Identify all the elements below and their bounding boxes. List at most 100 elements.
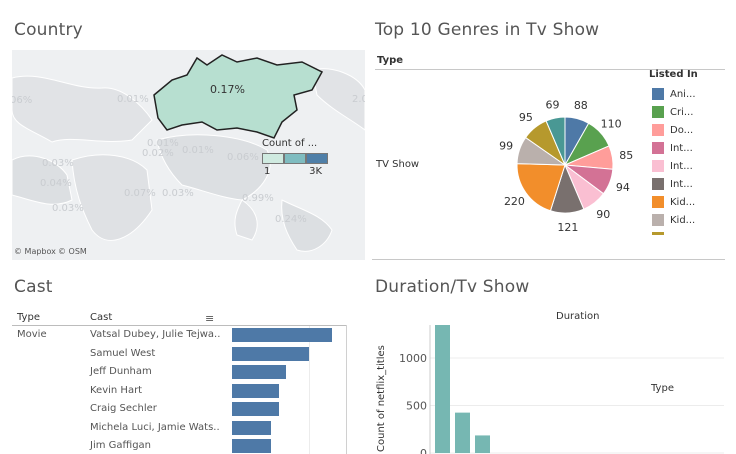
osm-attribution[interactable]: © OSM — [58, 247, 87, 256]
legend-swatch — [652, 142, 664, 154]
legend-swatch — [652, 88, 664, 100]
map-value-label: 0.06% — [227, 152, 259, 163]
pie-slice-label: 121 — [557, 221, 578, 234]
legend-max: 3K — [309, 166, 322, 177]
pie-slice-label: 95 — [519, 111, 533, 124]
map-value-label: 0.03% — [162, 188, 194, 199]
legend-item[interactable]: Kid... — [652, 196, 695, 208]
legend-color-scale — [262, 153, 328, 164]
cast-type-header: Type — [17, 312, 40, 323]
legend-label: Kid... — [670, 196, 696, 208]
map-value-label: 0.01% — [117, 94, 149, 105]
cast-column-header: Cast — [90, 312, 113, 323]
pie-slice-label: 69 — [546, 98, 560, 111]
russia-value-label: 0.17% — [210, 83, 245, 96]
map-value-label: 06% — [12, 95, 33, 106]
cast-gridline — [309, 326, 310, 454]
panel-divider — [372, 259, 725, 260]
duration-bar-chart[interactable]: 1000 500 0 — [392, 325, 726, 454]
mapbox-attribution[interactable]: © Mapbox — [14, 247, 56, 256]
pie-slice-label: 94 — [616, 181, 630, 194]
cast-header-divider — [12, 325, 347, 326]
pie-slice-label: 99 — [499, 140, 513, 153]
pie-slice-label: 90 — [596, 208, 610, 221]
genres-pie-chart[interactable]: 88 110 85 94 90 121 220 99 95 69 — [480, 95, 650, 235]
world-map-shapes — [12, 54, 365, 252]
cast-bar[interactable] — [232, 365, 286, 379]
pie-slice-label: 88 — [574, 99, 588, 112]
cast-name[interactable]: Jeff Dunham — [90, 366, 152, 377]
y-axis-label: Count of netflix_titles — [376, 345, 387, 452]
y-tick-label: 0 — [420, 447, 427, 454]
legend-label: Int... — [670, 142, 693, 154]
map-value-label: 0.24% — [275, 214, 307, 225]
cast-bar[interactable] — [232, 328, 332, 342]
sort-icon[interactable]: ≡ — [205, 312, 215, 325]
legend-swatch — [652, 106, 664, 118]
y-tick-label: 1000 — [399, 352, 427, 365]
map-value-label: 0.99% — [242, 193, 274, 204]
duration-header: Duration — [556, 311, 600, 322]
legend-min: 1 — [264, 166, 271, 177]
map-value-label: 2.0 — [352, 94, 365, 105]
cast-bar[interactable] — [232, 420, 271, 435]
country-title: Country — [14, 20, 83, 40]
duration-bar[interactable] — [435, 325, 450, 453]
cast-name[interactable]: Michela Luci, Jamie Wats.. — [90, 421, 220, 433]
cast-right-border — [346, 325, 347, 454]
pie-legend-title: Listed In — [649, 69, 698, 80]
legend-label: Do... — [670, 124, 694, 136]
legend-item[interactable]: Kid... — [652, 214, 695, 226]
cast-name[interactable]: Craig Sechler — [90, 403, 157, 414]
map-color-legend[interactable]: Count of ... 1 3K — [262, 138, 328, 178]
cast-bar[interactable] — [232, 402, 279, 416]
map-value-label: 0.02% — [142, 148, 174, 159]
map-value-label: 0.01% — [182, 145, 214, 156]
legend-swatch — [652, 214, 664, 226]
duration-bar[interactable] — [455, 412, 470, 453]
cast-name[interactable]: Jim Gaffigan — [90, 440, 152, 451]
legend-swatch — [652, 196, 664, 208]
map-value-label: 0.03% — [52, 203, 84, 214]
legend-swatch — [652, 124, 664, 136]
legend-title: Count of ... — [262, 138, 318, 149]
legend-label: Cri... — [670, 106, 694, 118]
y-tick-label: 500 — [406, 400, 427, 413]
movie-row-label: Movie — [17, 329, 47, 340]
type-label: Type — [651, 383, 674, 394]
pie-slice-label: 220 — [504, 195, 525, 208]
legend-item[interactable]: Cri... — [652, 106, 693, 118]
genres-title: Top 10 Genres in Tv Show — [375, 20, 600, 40]
legend-item[interactable]: Int... — [652, 160, 693, 172]
legend-swatch — [652, 160, 664, 172]
legend-label: Int... — [670, 160, 693, 172]
map-value-label: 0.07% — [124, 188, 156, 199]
legend-more-indicator — [652, 232, 664, 235]
legend-item[interactable]: Int... — [652, 142, 693, 154]
cast-bar[interactable] — [232, 383, 279, 398]
map-value-label: 0.03% — [42, 158, 74, 169]
cast-name[interactable]: Kevin Hart — [90, 384, 143, 396]
pie-slice[interactable] — [545, 116, 566, 166]
legend-label: Ani... — [670, 88, 696, 100]
legend-item[interactable]: Do... — [652, 124, 693, 136]
legend-swatch — [652, 178, 664, 190]
duration-bar[interactable] — [475, 435, 490, 453]
map-value-label: 0.04% — [40, 178, 72, 189]
pie-slice-label: 85 — [619, 149, 633, 162]
legend-label: Kid... — [670, 214, 696, 226]
legend-item[interactable]: Int... — [652, 178, 693, 190]
header-divider — [375, 69, 725, 70]
pie-slice[interactable] — [516, 163, 566, 212]
legend-label: Int... — [670, 178, 693, 190]
cast-name[interactable]: Samuel West — [90, 347, 156, 359]
cast-name[interactable]: Vatsal Dubey, Julie Tejwa.. — [90, 329, 221, 340]
cast-title: Cast — [14, 277, 53, 297]
legend-item[interactable]: Ani... — [652, 88, 696, 100]
tv-show-row-label: TV Show — [376, 159, 420, 170]
duration-title: Duration/Tv Show — [375, 277, 530, 297]
type-header: Type — [377, 55, 404, 66]
map-value-label: 0.01% — [147, 138, 179, 149]
cast-bar[interactable] — [232, 439, 271, 453]
cast-bar[interactable] — [232, 346, 309, 361]
